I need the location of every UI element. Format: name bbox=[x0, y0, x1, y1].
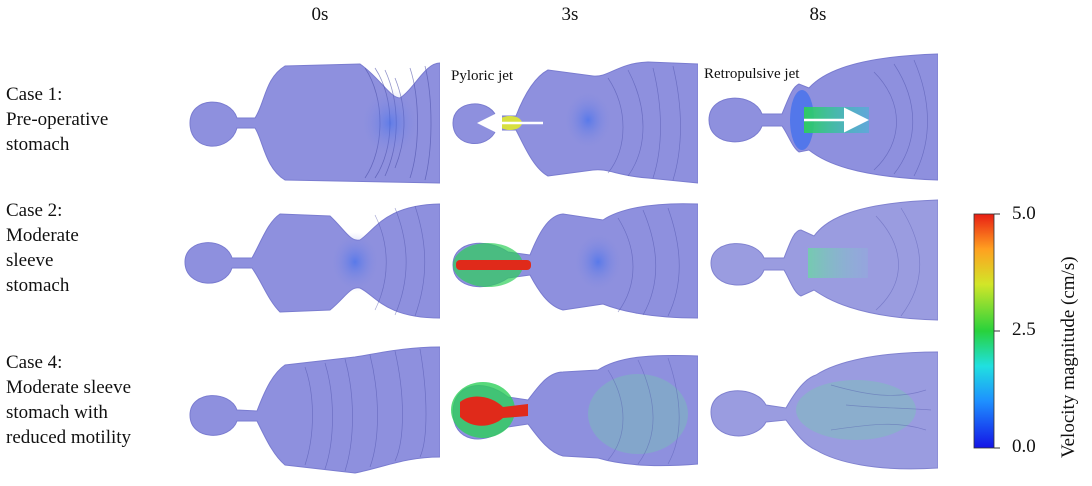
annotation-pyloric-jet: Pyloric jet bbox=[451, 68, 514, 84]
panel-case2-0s bbox=[184, 203, 440, 319]
row-label-case4: Case 4: Moderate sleeve stomach with red… bbox=[6, 352, 132, 448]
panel-case4-3s bbox=[451, 354, 698, 467]
panel-case4-0s bbox=[189, 346, 440, 474]
column-heading-0s: 0s bbox=[311, 4, 329, 25]
panel-case2-8s bbox=[710, 199, 938, 321]
column-heading-3s: 3s bbox=[561, 4, 579, 25]
colorbar-tick-mid: 2.5 bbox=[1012, 319, 1036, 340]
column-heading-8s: 8s bbox=[809, 4, 827, 25]
colorbar bbox=[973, 213, 1000, 449]
colorbar-tick-min: 0.0 bbox=[1012, 436, 1036, 457]
colorbar-title: Velocity magnitude (cm/s) bbox=[1058, 256, 1079, 458]
panel-case1-3s bbox=[452, 61, 698, 184]
panel-case1-0s bbox=[189, 62, 440, 184]
panel-case4-8s bbox=[710, 351, 938, 470]
panel-case1-8s bbox=[708, 53, 938, 181]
row-label-case1: Case 1: Pre-operative stomach bbox=[6, 84, 109, 155]
panel-case2-3s bbox=[452, 203, 698, 319]
row-label-case2: Case 2: Moderate sleeve stomach bbox=[6, 200, 79, 296]
annotation-retropulsive-jet: Retropulsive jet bbox=[704, 66, 800, 82]
colorbar-tick-max: 5.0 bbox=[1012, 203, 1036, 224]
